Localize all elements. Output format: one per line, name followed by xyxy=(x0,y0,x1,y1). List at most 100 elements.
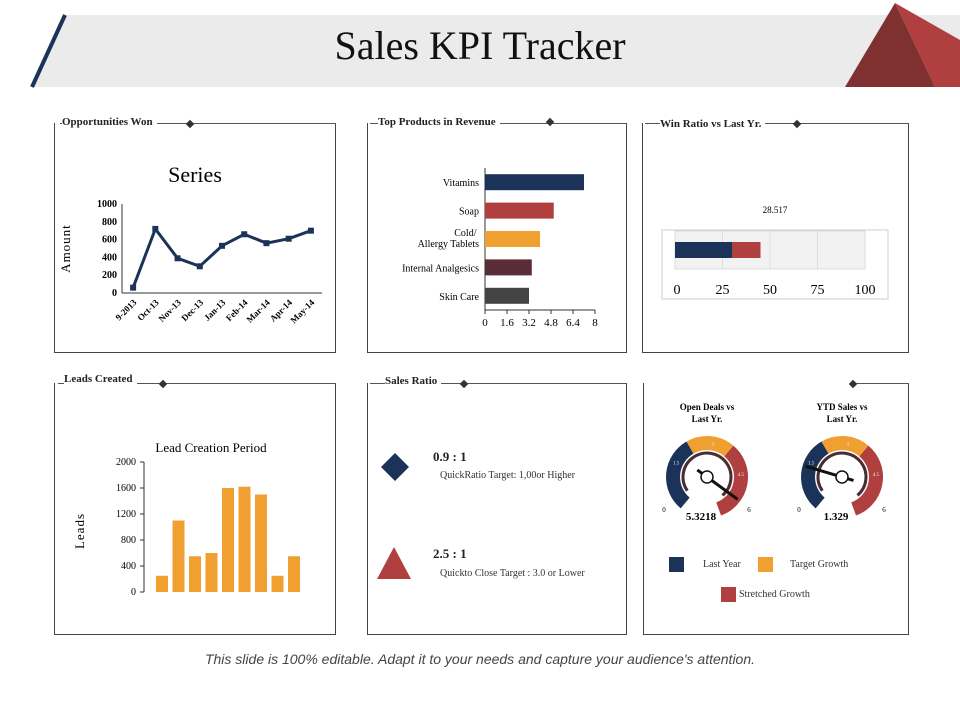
bar xyxy=(238,486,251,592)
y-tick-label: 400 xyxy=(102,252,117,263)
legend-label: Target Growth xyxy=(790,559,848,570)
data-point xyxy=(152,225,159,232)
band-label: 1.5 xyxy=(673,462,680,467)
legend-swatch xyxy=(758,557,773,572)
y-tick-label: 0 xyxy=(131,587,136,598)
series-line xyxy=(131,225,312,289)
panel-title: Opportunities Won xyxy=(62,116,157,128)
bar xyxy=(271,575,284,592)
logo-triangle-dark xyxy=(845,3,935,87)
panel-title: Win Ratio vs Last Yr. xyxy=(660,118,766,130)
bar xyxy=(485,287,529,304)
panel-leads xyxy=(54,383,336,635)
bar xyxy=(205,553,218,592)
y-tick-label: 600 xyxy=(102,235,117,246)
y-tick-label: 1000 xyxy=(97,199,117,210)
data-point xyxy=(307,227,314,234)
triangle-icon xyxy=(376,546,412,580)
category-label: Soap xyxy=(459,207,479,218)
data-point xyxy=(241,231,248,238)
x-tick-label: Nov-13 xyxy=(156,297,183,324)
gauge-band xyxy=(686,436,734,457)
x-tick-label: May-14 xyxy=(288,297,316,325)
x-tick-label: 9-2013 xyxy=(113,297,138,322)
gauge-hub xyxy=(835,470,849,484)
legend-label: Last Year xyxy=(703,559,741,570)
x-tick-label: Dec-13 xyxy=(179,297,205,323)
legend-swatch xyxy=(721,587,736,602)
gauge-band xyxy=(821,436,869,457)
x-tick-label: Jan-13 xyxy=(202,297,228,323)
gauge-max-label: 6 xyxy=(882,506,886,514)
category-label: Vitamins xyxy=(443,178,479,189)
diamond-icon xyxy=(380,452,410,482)
panel-win-ratio xyxy=(642,123,909,353)
leads-bar-chart: Lead Creation Period Leads 0 400 800 1200 1600… xyxy=(72,440,300,598)
x-tick-label: 25 xyxy=(716,283,730,298)
gauge-title: Last Yr. xyxy=(692,414,723,424)
x-tick-label: 0 xyxy=(674,283,681,298)
x-tick-label: 3.2 xyxy=(522,317,536,329)
band-label: 3 xyxy=(847,443,850,448)
gauge-min-label: 0 xyxy=(797,506,801,514)
gauge-min-label: 0 xyxy=(662,506,666,514)
bar xyxy=(172,520,185,592)
data-point xyxy=(130,284,137,291)
panel-top-products xyxy=(367,123,627,353)
top-products-bar-chart: Vitamins Soap Cold/ Allergy Tablets Interna… xyxy=(402,168,598,329)
data-point xyxy=(263,240,270,247)
x-tick-label: 6.4 xyxy=(566,317,580,329)
band-label: 4.5 xyxy=(738,473,745,478)
bar xyxy=(222,488,234,592)
gauge-band xyxy=(715,445,748,516)
data-point xyxy=(196,263,203,270)
legend-swatch xyxy=(669,557,684,572)
y-axis-label: Leads xyxy=(72,513,87,549)
y-tick-label: 2000 xyxy=(116,457,136,468)
header-band xyxy=(30,3,960,88)
quick-ratio-value: 0.9 : 1 xyxy=(433,449,467,464)
x-tick-label: 1.6 xyxy=(500,317,514,329)
data-point xyxy=(285,235,292,242)
gauge-value: 5.3218 xyxy=(686,511,717,523)
bar xyxy=(485,202,554,219)
gauge-band xyxy=(850,445,883,516)
band-label: 1.5 xyxy=(808,462,815,467)
x-tick-label: 50 xyxy=(763,283,777,298)
logo-triangle-light xyxy=(895,3,960,87)
opportunities-line-chart: SeriesAmount020040060080010009-2013Oct-1… xyxy=(58,162,322,325)
bar xyxy=(485,231,540,247)
y-tick-label: 200 xyxy=(102,270,117,281)
band-label: 4.5 xyxy=(873,473,880,478)
chart-title: Lead Creation Period xyxy=(155,440,267,455)
gauge-title: Last Yr. xyxy=(827,414,858,424)
band-label: 3 xyxy=(712,443,715,448)
bar-segment xyxy=(732,242,761,258)
gauge-max-label: 6 xyxy=(747,506,751,514)
footer-note: This slide is 100% editable. Adapt it to… xyxy=(204,651,756,667)
y-tick-label: 800 xyxy=(102,217,117,228)
bar xyxy=(189,556,201,592)
quick-ratio-description: QuickRatio Target: 1,00or Higher xyxy=(440,470,576,481)
panel-title: Sales Ratio xyxy=(385,375,442,387)
panel-title: Top Products in Revenue xyxy=(378,116,500,128)
category-label: Cold/ Allergy Tablets xyxy=(418,228,480,250)
data-point xyxy=(174,255,181,262)
x-tick-label: 75 xyxy=(811,283,825,298)
bar-segment xyxy=(675,242,732,258)
gauge-inner-ring xyxy=(816,451,868,497)
close-ratio-value: 2.5 : 1 xyxy=(433,546,467,561)
y-tick-label: 0 xyxy=(112,288,117,299)
panel-title: Leads Created xyxy=(64,373,137,385)
y-axis-label: Amount xyxy=(58,224,73,273)
gauge-inner-ring xyxy=(681,451,733,497)
gauge-value: 1.329 xyxy=(824,511,849,523)
y-tick-label: 800 xyxy=(121,535,136,546)
gauge-hub xyxy=(700,470,714,484)
bar xyxy=(255,494,267,592)
category-label: Skin Care xyxy=(439,292,479,303)
data-point xyxy=(219,242,225,249)
gauge-band xyxy=(801,441,829,509)
win-ratio-bar-chart: 28.517 0 25 50 75 100 xyxy=(661,205,889,300)
category-label: Internal Analgesics xyxy=(402,263,479,274)
